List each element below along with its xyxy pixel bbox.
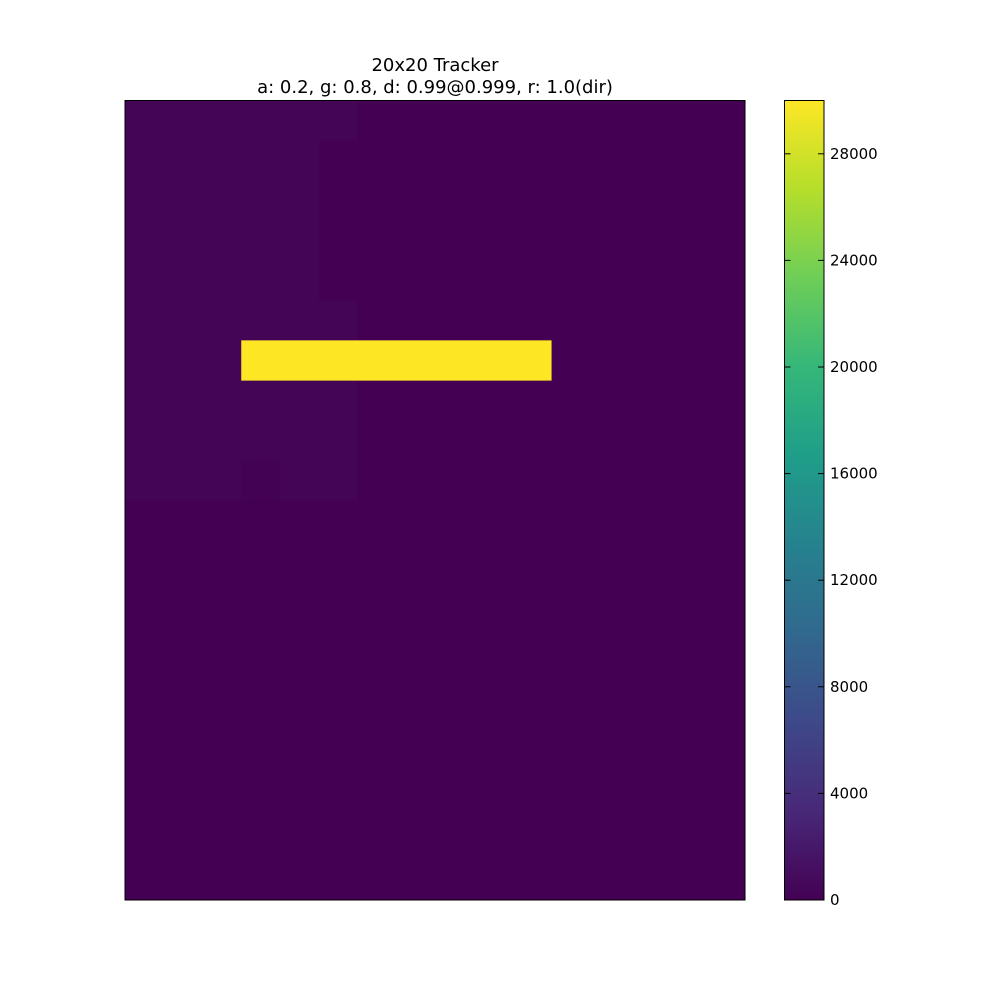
- heatmap-cell: [125, 380, 165, 421]
- heatmap-cell: [202, 100, 242, 141]
- heatmap-cell: [318, 300, 358, 341]
- heatmap-cell: [241, 100, 281, 141]
- colorbar-tick-label: 24000: [830, 251, 878, 269]
- colorbar-tick-label: 20000: [830, 358, 878, 376]
- heatmap-cell: [241, 420, 281, 461]
- colorbar-tick-label: 16000: [830, 465, 878, 483]
- heatmap-cell: [280, 340, 320, 381]
- heatmap-cell: [280, 140, 320, 181]
- heatmap-cell: [202, 380, 242, 421]
- heatmap-cell: [202, 420, 242, 461]
- heatmap-cell: [125, 180, 165, 221]
- colorbar-frame: [784, 100, 825, 901]
- colorbar-tick-label: 0: [830, 891, 840, 909]
- heatmap-cell: [241, 380, 281, 421]
- heatmap-plot-area: [125, 100, 745, 900]
- heatmap-cell: [163, 420, 203, 461]
- colorbar-tick-label: 12000: [830, 571, 878, 589]
- colorbar: [784, 100, 824, 900]
- heatmap-cell: [163, 220, 203, 261]
- heatmap-cell: [241, 180, 281, 221]
- heatmap-cell: [202, 220, 242, 261]
- heatmap-cell: [163, 180, 203, 221]
- colorbar-ticks: 0 4000 8000 12000 16000 20000 24000 28000: [784, 145, 878, 909]
- heatmap-cell: [241, 340, 281, 381]
- heatmap-cell: [125, 260, 165, 301]
- heatmap-cell: [163, 460, 203, 501]
- heatmap-cell: [202, 180, 242, 221]
- heatmap-cell: [280, 380, 320, 421]
- heatmap-cell: [280, 300, 320, 341]
- heatmap-cell: [280, 100, 320, 141]
- colorbar-tick-label: 8000: [830, 678, 868, 696]
- heatmap-cell: [435, 340, 475, 381]
- heatmap-cell: [318, 460, 358, 501]
- heatmap-cell: [318, 380, 358, 421]
- heatmap-cell: [163, 260, 203, 301]
- colorbar-tick-label: 4000: [830, 784, 868, 802]
- heatmap-cell: [125, 100, 165, 141]
- heatmap-cell: [125, 220, 165, 261]
- heatmap-cell: [241, 260, 281, 301]
- heatmap-cell: [473, 340, 513, 381]
- heatmap-cell: [280, 180, 320, 221]
- heatmap-cell: [163, 340, 203, 381]
- heatmap-cell: [202, 140, 242, 181]
- heatmap-cell: [241, 140, 281, 181]
- heatmap-cell: [318, 100, 358, 141]
- heatmap-cell: [318, 420, 358, 461]
- colorbar-tick-label: 28000: [830, 145, 878, 163]
- heatmap-cell: [241, 460, 281, 501]
- heatmap-cell: [280, 220, 320, 261]
- heatmap-cell: [202, 300, 242, 341]
- chart-title: 20x20 Tracker: [371, 55, 499, 76]
- heatmap-cell: [163, 100, 203, 141]
- heatmap-cell: [125, 420, 165, 461]
- heatmap-cell: [163, 140, 203, 181]
- heatmap-cell: [125, 300, 165, 341]
- heatmap-cell: [280, 260, 320, 301]
- heatmap-cell: [125, 340, 165, 381]
- heatmap-cell: [512, 340, 552, 381]
- heatmap-cell: [202, 260, 242, 301]
- heatmap-cell: [396, 340, 436, 381]
- heatmap-cell: [357, 340, 397, 381]
- heatmap-cell: [241, 300, 281, 341]
- heatmap-cell: [202, 460, 242, 501]
- heatmap-cell: [163, 300, 203, 341]
- chart-subtitle: a: 0.2, g: 0.8, d: 0.99@0.999, r: 1.0(di…: [257, 77, 613, 98]
- heatmap-cell: [125, 140, 165, 181]
- heatmap-cell: [241, 220, 281, 261]
- heatmap-cell: [280, 460, 320, 501]
- heatmap-cell: [202, 340, 242, 381]
- heatmap-cell: [125, 460, 165, 501]
- heatmap-cell: [318, 340, 358, 381]
- heatmap-cell: [280, 420, 320, 461]
- plot-frame: [124, 100, 746, 901]
- heatmap-cell: [163, 380, 203, 421]
